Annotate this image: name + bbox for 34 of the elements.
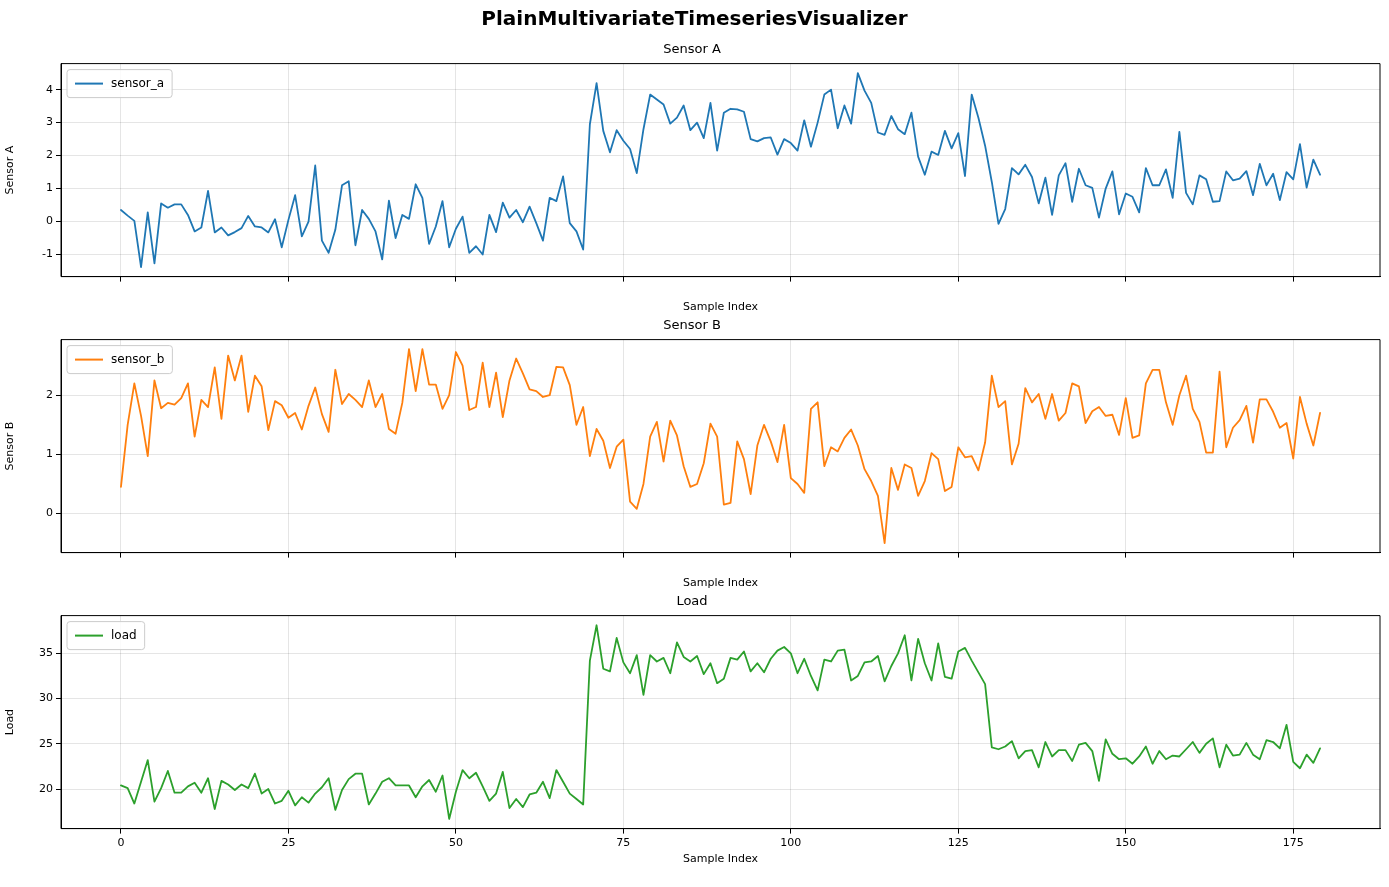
y-tick-label: 2 bbox=[46, 148, 53, 162]
x-axis-title: Sample Index bbox=[682, 300, 759, 314]
y-tick-label: 4 bbox=[46, 82, 53, 96]
y-tick-label: 3 bbox=[46, 115, 53, 129]
y-tick-label: 0 bbox=[46, 506, 53, 520]
x-tick-label: 50 bbox=[448, 836, 463, 850]
x-tick-label: 0 bbox=[117, 836, 125, 850]
x-tick-label: 100 bbox=[780, 836, 802, 850]
y-tick-label: 25 bbox=[39, 736, 53, 750]
chart-title: Load bbox=[676, 593, 708, 609]
x-tick-label: 75 bbox=[616, 836, 631, 850]
x-tick-label: 175 bbox=[1282, 836, 1304, 850]
y-tick-label: 35 bbox=[39, 646, 53, 660]
y-axis-title: Sensor A bbox=[3, 145, 17, 195]
legend-label: sensor_b bbox=[111, 351, 165, 366]
y-tick-label: -1 bbox=[42, 247, 53, 261]
y-tick-label: 1 bbox=[46, 447, 53, 461]
y-axis-title: Load bbox=[3, 708, 17, 736]
x-axis-title: Sample Index bbox=[682, 852, 759, 866]
x-tick-label: 150 bbox=[1115, 836, 1137, 850]
chart-title: Sensor B bbox=[663, 317, 721, 333]
y-tick-label: 30 bbox=[39, 691, 53, 705]
y-tick-label: 0 bbox=[46, 214, 53, 228]
chart-title: Sensor A bbox=[663, 41, 721, 57]
text: PlainMultivariateTimeseriesVisualizer bbox=[480, 6, 909, 30]
x-tick-label: 25 bbox=[281, 836, 296, 850]
y-tick-label: 2 bbox=[46, 388, 53, 402]
legend-label: load bbox=[111, 627, 137, 642]
x-tick-label: 125 bbox=[947, 836, 969, 850]
y-tick-label: 20 bbox=[39, 781, 53, 795]
y-axis-title: Sensor B bbox=[3, 421, 17, 471]
legend-label: sensor_a bbox=[111, 75, 165, 90]
y-tick-label: 1 bbox=[46, 181, 53, 195]
x-axis-title: Sample Index bbox=[682, 576, 759, 590]
